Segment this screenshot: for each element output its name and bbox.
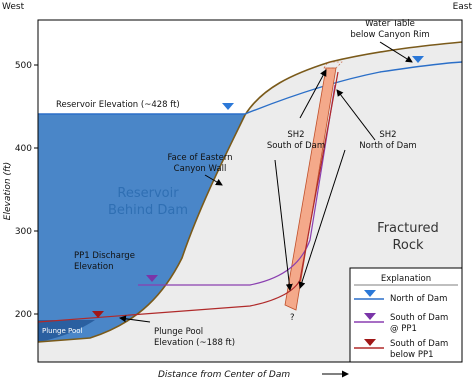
legend-marker — [364, 290, 376, 297]
label: ? — [290, 313, 295, 323]
label: Reservoir Elevation (~428 ft) — [56, 100, 180, 110]
label: Reservoir — [117, 186, 179, 201]
west-label: West — [2, 2, 25, 12]
label: North of Dam — [359, 141, 416, 151]
legend-item: @ PP1 — [390, 324, 417, 334]
legend-title: Explanation — [381, 274, 431, 284]
y-tick-label: 200 — [15, 310, 32, 320]
plunge-pool — [38, 320, 95, 342]
arrows — [119, 41, 413, 323]
label: Water Table — [365, 19, 415, 29]
label: SH2 — [379, 130, 396, 140]
ground-line — [37, 41, 463, 343]
label: PP1 Discharge — [74, 251, 135, 261]
label: below Canyon Rim — [350, 30, 429, 40]
legend-item: below PP1 — [390, 350, 434, 360]
y-tick-label: 300 — [15, 227, 32, 237]
label: Plunge Pool — [154, 327, 203, 337]
label: Elevation — [74, 262, 113, 272]
marker — [222, 103, 234, 110]
legend-marker — [364, 339, 376, 346]
water-table-line — [38, 61, 463, 115]
reservoir — [38, 114, 245, 342]
legend-item: South of Dam — [390, 313, 448, 323]
pp1-line — [138, 84, 336, 286]
legend-item: North of Dam — [390, 294, 447, 304]
marker — [412, 56, 424, 63]
label: Plunge Pool — [42, 327, 83, 335]
label: Rock — [392, 238, 424, 253]
label: Elevation (~188 ft) — [154, 338, 235, 348]
x-axis-label: Distance from Center of Dam — [158, 370, 290, 380]
label: South of Dam — [267, 141, 325, 151]
frame — [37, 19, 463, 363]
marker — [146, 275, 158, 282]
below-pp1-line — [37, 71, 339, 323]
legend-marker — [364, 313, 376, 320]
y-tick-label: 400 — [15, 144, 32, 154]
east-label: East — [453, 2, 473, 12]
legend-item: South of Dam — [390, 339, 448, 349]
sh2-top — [323, 61, 343, 69]
y-axis-label: Elevation (ft) — [3, 162, 13, 220]
label: Fractured — [377, 221, 439, 236]
marker — [92, 311, 104, 318]
label: Behind Dam — [108, 203, 188, 218]
label: Canyon Wall — [174, 164, 227, 174]
label: SH2 — [287, 130, 304, 140]
y-tick-label: 500 — [15, 61, 32, 71]
label: Face of Eastern — [167, 153, 232, 163]
